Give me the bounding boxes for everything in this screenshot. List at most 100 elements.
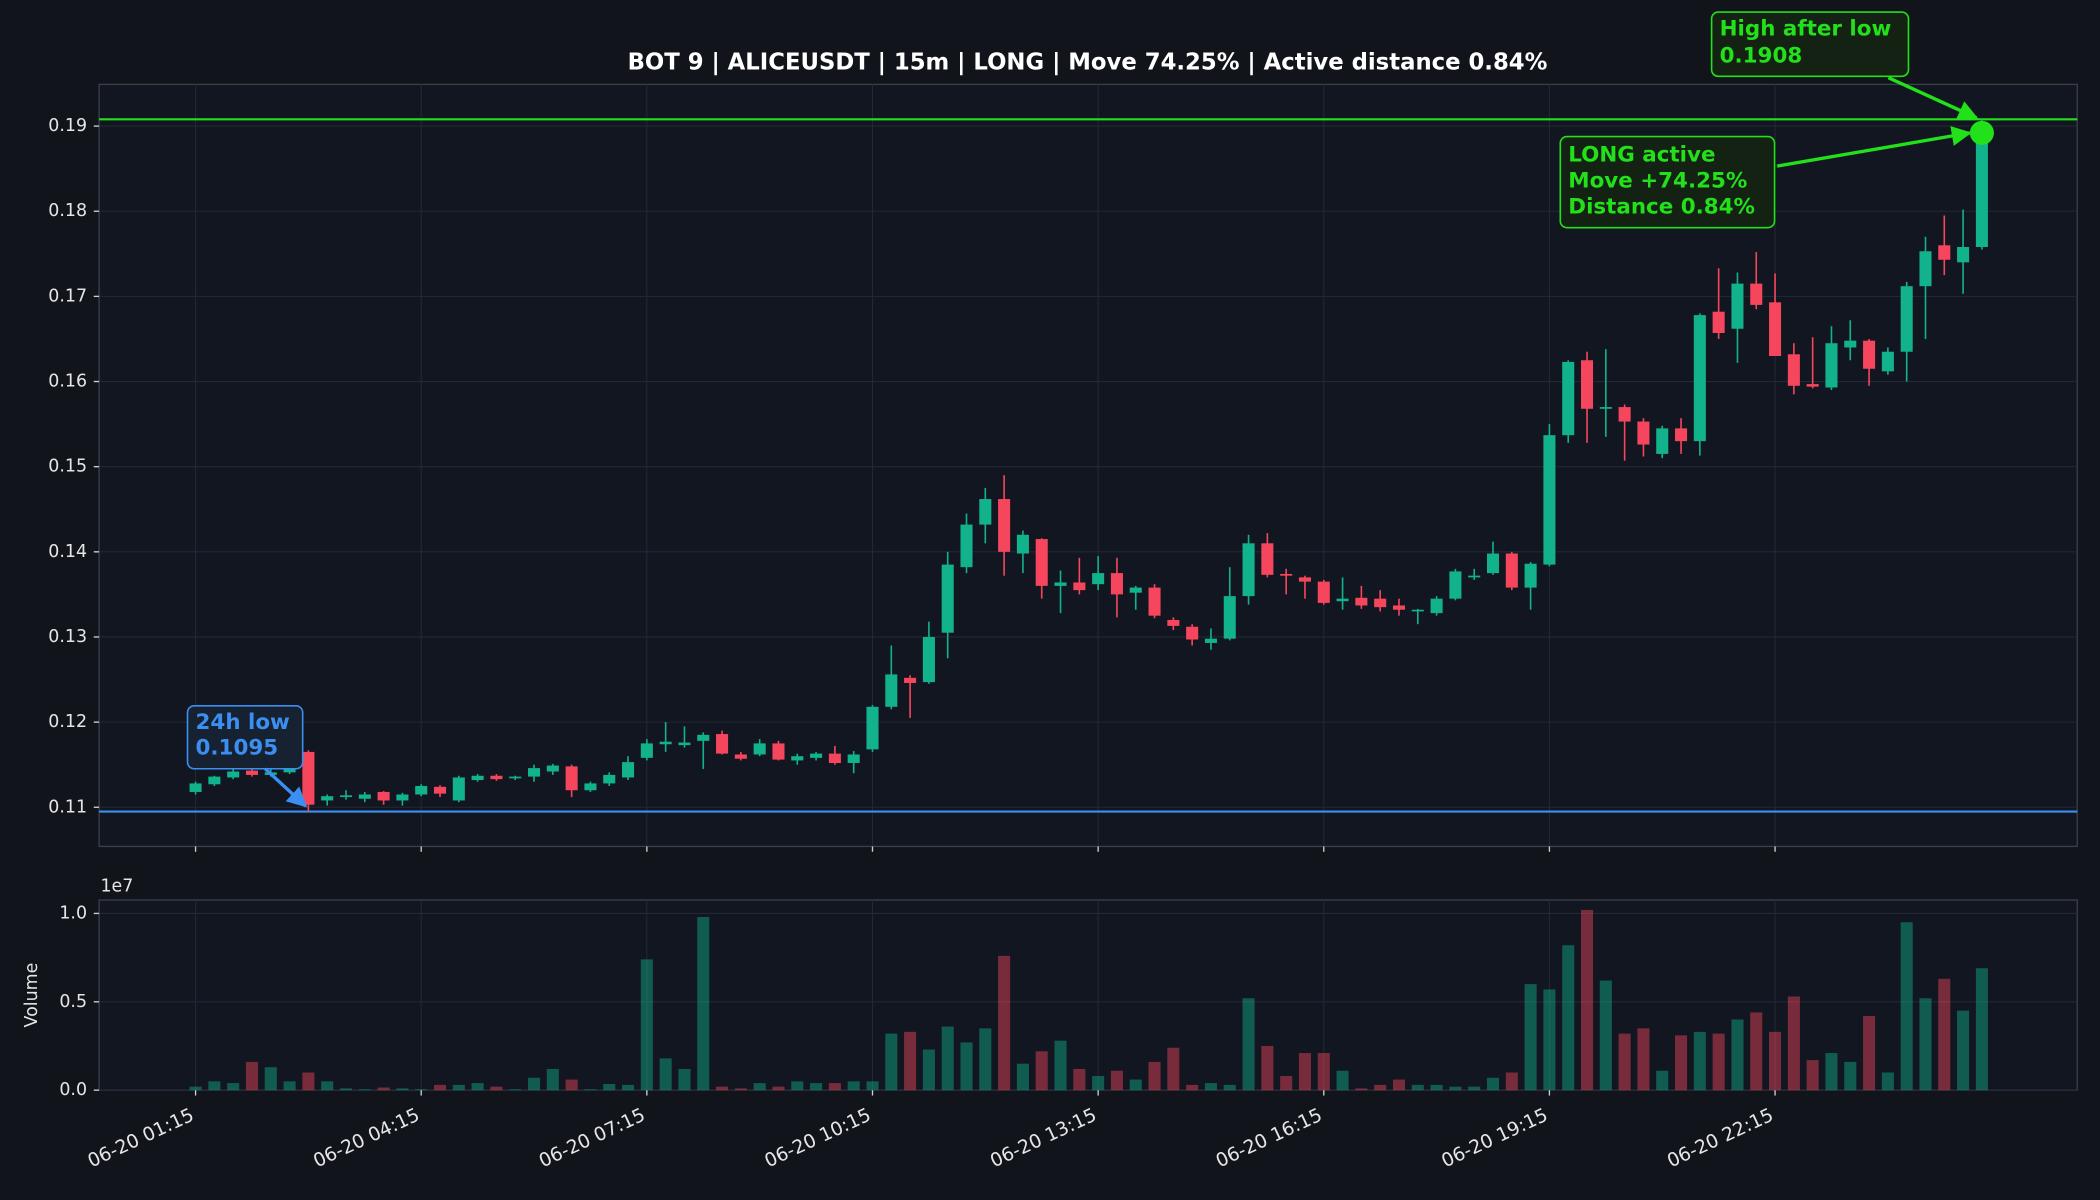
volume-panel (98, 899, 2078, 1091)
candle-body (302, 751, 315, 805)
volume-bar (1806, 1060, 1819, 1091)
volume-bar (1769, 1031, 1782, 1091)
candle-body (772, 743, 785, 760)
volume-bar (1317, 1053, 1330, 1091)
candle-body (509, 776, 522, 779)
volume-bar (753, 1083, 766, 1091)
candle-body (1863, 340, 1876, 369)
candle-body (208, 776, 221, 785)
candle-body (697, 734, 710, 741)
current-price-dot (1969, 120, 1994, 145)
volume-bar (1675, 1035, 1688, 1091)
volume-bar (377, 1087, 390, 1091)
volume-bar (1261, 1045, 1274, 1091)
volume-bar (1543, 989, 1556, 1091)
candle-body (1298, 577, 1312, 582)
candle-body (1355, 597, 1368, 606)
y-tick-label: 0.16 (48, 372, 87, 392)
annotation-text: 24h low (196, 710, 291, 735)
volume-bar (1863, 1015, 1876, 1091)
annotation-text: Move +74.25% (1568, 168, 1747, 193)
volume-bar (998, 955, 1011, 1091)
annotation-text: High after low (1720, 16, 1892, 41)
volume-bar (1355, 1088, 1368, 1091)
volume-bar (1562, 945, 1575, 1091)
candle-body (1110, 573, 1123, 595)
candle-body (1675, 428, 1688, 442)
volume-bar (1186, 1084, 1199, 1091)
candle-body (603, 774, 616, 784)
candle-body (866, 706, 879, 750)
volume-bar (1486, 1077, 1500, 1091)
y-tick-label: 0.5 (59, 992, 87, 1012)
candle-body (1580, 360, 1594, 409)
volume-bar (772, 1086, 785, 1091)
candle-body (941, 564, 954, 633)
volume-bar (678, 1068, 691, 1091)
candle-body (1769, 302, 1782, 356)
candle-body (753, 743, 766, 755)
volume-bar (1975, 968, 1988, 1091)
candle-body (1261, 543, 1274, 575)
volume-bar (1449, 1086, 1462, 1091)
candle-body (1618, 407, 1631, 422)
volume-bar (189, 1086, 202, 1091)
candle-body (622, 762, 635, 778)
volume-bar (1073, 1068, 1086, 1091)
candle-body (1430, 598, 1443, 614)
volume-bar (1110, 1070, 1123, 1091)
volume-bar (1054, 1040, 1067, 1091)
candle-body (358, 794, 371, 799)
candle-body (1374, 598, 1387, 608)
candle-body (189, 783, 202, 792)
candle-body (546, 765, 559, 772)
volume-bar (716, 1086, 729, 1091)
volume-bar (227, 1083, 240, 1091)
candle-body (1543, 435, 1556, 565)
volume-bar (979, 1028, 992, 1091)
volume-bar (1148, 1061, 1161, 1091)
volume-bar (208, 1081, 221, 1091)
volume-bar (1524, 984, 1537, 1091)
annotation-box (1559, 135, 1776, 229)
candle-body (1712, 311, 1725, 334)
volume-bar (1787, 996, 1800, 1091)
y-tick-label: 0.13 (48, 627, 87, 647)
annotation-arrow (1887, 76, 1979, 120)
candle-body (321, 796, 334, 801)
volume-bar (1298, 1053, 1312, 1091)
annotation-arrow (264, 767, 308, 808)
candle-body (1242, 543, 1255, 597)
candle-body (1392, 605, 1406, 610)
y-tick-label: 0.14 (48, 542, 87, 562)
candle-body (998, 499, 1011, 552)
volume-bar (1919, 998, 1932, 1091)
candle-body (396, 794, 409, 801)
volume-bar (1693, 1031, 1706, 1091)
candle-body (1750, 283, 1763, 305)
annotation-box (1710, 11, 1910, 78)
volume-bar (922, 1049, 935, 1091)
volume-bar (1242, 998, 1255, 1091)
candle-body (1092, 573, 1105, 585)
offset-label: 1e7 (100, 877, 133, 897)
volume-bar (528, 1077, 541, 1091)
candle-body (415, 785, 428, 795)
candle-body (227, 771, 240, 778)
volume-bar (1825, 1053, 1838, 1091)
volume-bar (1750, 1012, 1763, 1091)
candle-body (885, 674, 898, 707)
candle-body (1035, 539, 1048, 586)
candle-body (678, 742, 691, 746)
volume-bar (1468, 1086, 1481, 1091)
candle-body (1449, 571, 1462, 599)
candle-body (904, 677, 917, 683)
candle-body (1054, 582, 1067, 586)
volume-bar (828, 1083, 841, 1091)
candle-body (1881, 351, 1894, 372)
volume-bar (1599, 980, 1612, 1091)
y-tick-label: 0.18 (48, 201, 87, 221)
volume-bar (1637, 1028, 1650, 1091)
